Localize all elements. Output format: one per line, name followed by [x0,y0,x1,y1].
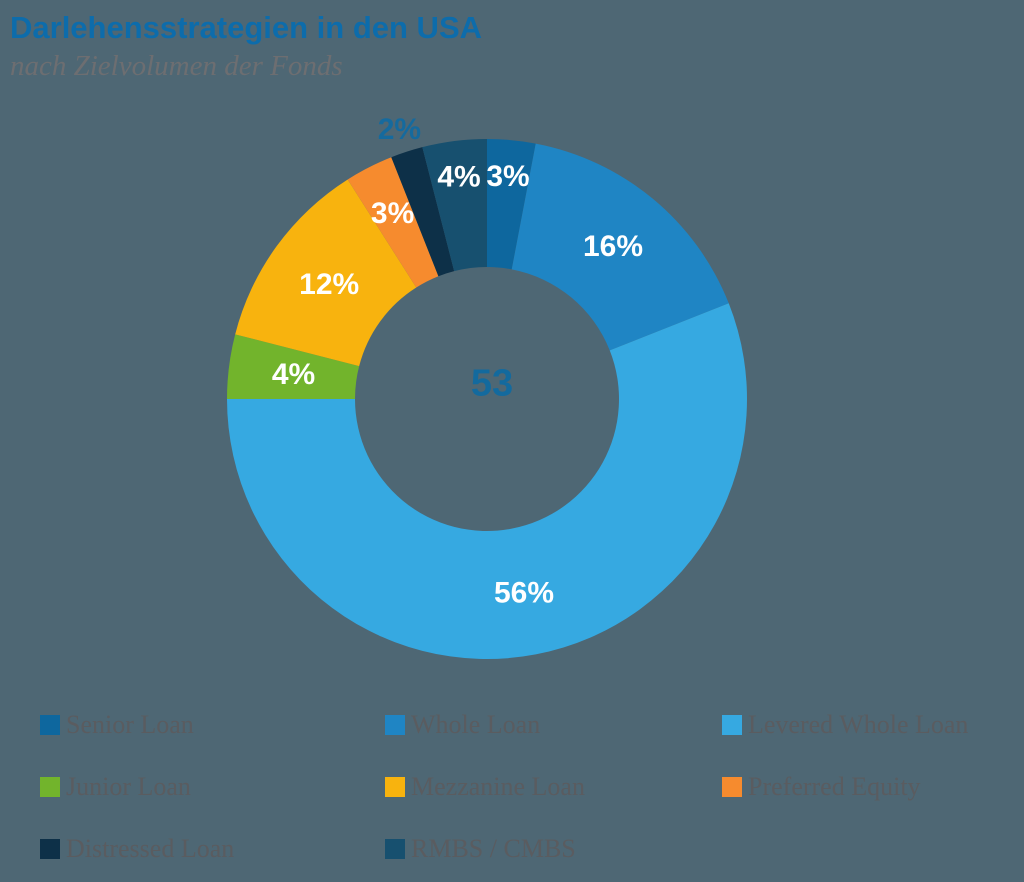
legend-label-rmbs-cmbs: RMBS / CMBS [411,834,576,863]
pie-segment-value-levered-whole-loan: 56% [494,577,554,610]
pie-segment-value-mezzanine-loan: 12% [299,268,359,301]
legend-item-preferred-equity: Preferred Equity [722,774,1000,800]
legend-item-whole-loan: Whole Loan [385,712,722,738]
legend-swatch-junior-loan [40,777,60,797]
legend-item-levered-whole-loan: Levered Whole Loan [722,712,1000,738]
chart-legend: Senior Loan Whole Loan Levered Whole Loan J… [40,712,1000,862]
pie-segment-mezzanine-loan [235,179,417,367]
pie-segment-value-whole-loan: 16% [583,230,643,263]
legend-swatch-senior-loan [40,715,60,735]
legend-label-junior-loan: Junior Loan [66,772,191,801]
pie-segment-rmbs-cmbs [422,139,487,272]
legend-item-mezzanine-loan: Mezzanine Loan [385,774,722,800]
pie-segment-value-senior-loan: 3% [486,160,529,193]
legend-swatch-levered-whole-loan [722,715,742,735]
legend-label-senior-loan: Senior Loan [66,710,194,739]
legend-item-distressed-loan: Distressed Loan [40,836,385,862]
chart-title: Darlehensstrategien in den USA [10,10,483,45]
legend-item-senior-loan: Senior Loan [40,712,385,738]
legend-swatch-preferred-equity [722,777,742,797]
pie-segment-preferred-equity [347,157,439,288]
legend-label-distressed-loan: Distressed Loan [66,834,235,863]
pie-segment-value-preferred-equity: 3% [371,197,414,230]
pie-segment-distressed-loan [391,147,455,277]
legend-label-levered-whole-loan: Levered Whole Loan [748,710,969,739]
legend-item-junior-loan: Junior Loan [40,774,385,800]
pie-segment-senior-loan [487,139,536,270]
pie-segment-value-distressed-loan: 2% [378,113,421,146]
legend-label-whole-loan: Whole Loan [411,710,541,739]
legend-label-preferred-equity: Preferred Equity [748,772,921,801]
legend-swatch-rmbs-cmbs [385,839,405,859]
chart-subtitle: nach Zielvolumen der Fonds [10,50,343,82]
pie-segment-value-rmbs-cmbs: 4% [437,161,480,194]
pie-segment-whole-loan [511,143,729,351]
legend-item-rmbs-cmbs: RMBS / CMBS [385,836,722,862]
donut-center-total: 53 [470,362,514,405]
pie-segment-levered-whole-loan [227,303,747,660]
legend-swatch-distressed-loan [40,839,60,859]
pie-segment-junior-loan [227,334,360,399]
legend-swatch-mezzanine-loan [385,777,405,797]
legend-label-mezzanine-loan: Mezzanine Loan [411,772,585,801]
pie-segment-value-junior-loan: 4% [272,358,315,391]
legend-swatch-whole-loan [385,715,405,735]
